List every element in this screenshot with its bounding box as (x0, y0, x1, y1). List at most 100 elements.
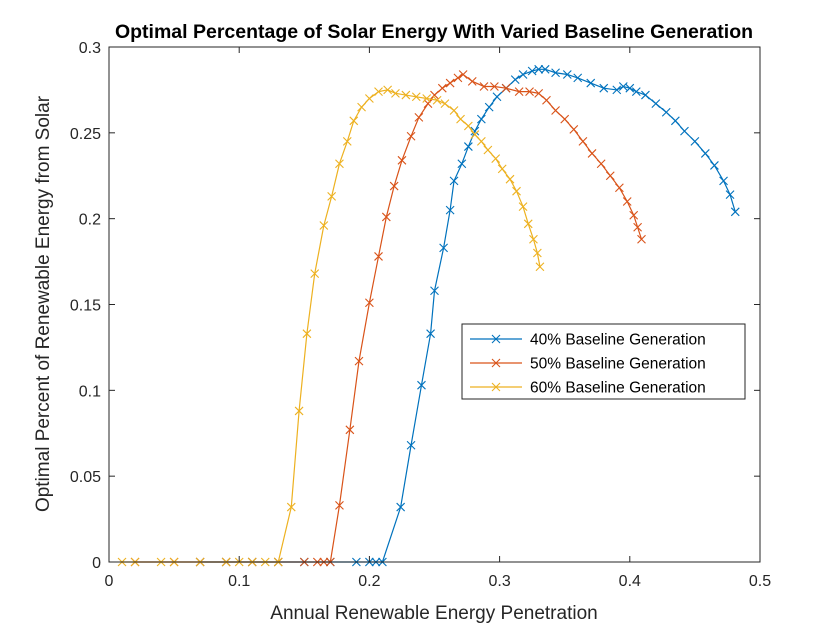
data-point (596, 159, 606, 169)
data-point (551, 68, 560, 78)
x-tick-label: 0 (105, 573, 114, 590)
data-point (710, 161, 719, 170)
data-point (437, 83, 447, 93)
data-point (700, 149, 710, 158)
data-point (680, 126, 689, 136)
data-point (578, 137, 588, 146)
data-point (614, 183, 624, 193)
x-axis-label: Annual Renewable Energy Penetration (270, 603, 597, 624)
legend-item: 60% Baseline Generation (470, 380, 706, 397)
data-point (637, 234, 646, 244)
data-point (661, 107, 671, 117)
y-tick-label: 0.15 (70, 298, 101, 315)
data-point (725, 190, 735, 200)
data-point (476, 114, 486, 124)
data-point (456, 114, 465, 124)
legend-label: 40% Baseline Generation (530, 332, 706, 349)
data-point (560, 114, 570, 124)
data-point (411, 92, 421, 102)
data-point (302, 329, 312, 339)
data-point (449, 176, 459, 186)
y-tick-label: 0.1 (79, 383, 101, 400)
data-point (457, 159, 467, 169)
data-point (374, 252, 383, 261)
data-point (514, 87, 524, 97)
data-point (562, 70, 572, 79)
data-point (518, 202, 528, 212)
y-tick-label: 0.25 (70, 126, 101, 143)
data-point (641, 90, 650, 100)
data-point (730, 207, 740, 217)
data-point (342, 137, 352, 146)
data-point (470, 126, 480, 136)
data-point (365, 298, 374, 308)
data-point (625, 83, 635, 93)
data-point (357, 102, 366, 112)
data-point (374, 87, 383, 97)
data-point (381, 212, 391, 222)
data-point (518, 70, 528, 79)
data-point (633, 222, 643, 232)
data-point (310, 269, 320, 278)
x-tick-label: 0.1 (228, 573, 250, 590)
data-point (523, 219, 533, 229)
legend: 40% Baseline Generation 50% Baseline Gene… (461, 323, 746, 400)
data-point (527, 66, 537, 76)
data-point (345, 425, 355, 435)
data-point (406, 131, 416, 141)
data-point (586, 78, 596, 88)
data-point (551, 106, 560, 115)
data-point (319, 221, 329, 230)
data-point (294, 406, 304, 416)
data-point (631, 87, 641, 97)
data-point (463, 121, 473, 131)
data-point (327, 191, 337, 201)
tick-layer: 0 0.1 0.2 0.3 0.4 0.5 0 0.05 0.1 0.15 0.2 0.25 0.3 (70, 40, 771, 590)
legend-marker (491, 358, 501, 368)
data-point (476, 137, 486, 146)
data-point (439, 243, 449, 253)
data-point (505, 174, 515, 184)
data-point (389, 181, 399, 191)
data-point (406, 440, 416, 450)
data-point (490, 82, 499, 91)
legend-item: 50% Baseline Generation (470, 356, 706, 373)
data-point (396, 502, 406, 512)
data-point (492, 92, 502, 102)
data-point (286, 502, 296, 512)
data-point (383, 85, 393, 95)
data-point (417, 380, 426, 390)
data-point (587, 149, 597, 158)
data-point (670, 116, 680, 126)
data-point (599, 83, 609, 93)
data-point (423, 99, 433, 109)
data-point (453, 73, 463, 83)
data-point (335, 500, 344, 510)
data-point (569, 125, 579, 134)
data-point (479, 82, 489, 91)
data-point (690, 137, 700, 146)
data-point (391, 88, 400, 98)
data-point (535, 262, 545, 272)
data-point (401, 90, 411, 100)
data-point (534, 64, 544, 74)
legend-marker (491, 382, 501, 392)
data-point (497, 164, 507, 174)
data-point (525, 87, 534, 97)
data-point (397, 155, 407, 165)
data-point (483, 145, 493, 155)
data-point (529, 234, 538, 244)
data-point (532, 248, 542, 258)
data-point (414, 112, 424, 122)
data-point (512, 186, 521, 196)
x-tick-label: 0.4 (619, 573, 641, 590)
x-tick-label: 0.3 (488, 573, 510, 590)
data-point (365, 94, 374, 103)
y-tick-label: 0.2 (79, 212, 101, 229)
data-point (491, 154, 501, 163)
data-point (354, 356, 364, 366)
data-point (432, 95, 442, 105)
data-point (719, 176, 728, 186)
data-point (622, 197, 632, 206)
data-point (440, 99, 450, 109)
